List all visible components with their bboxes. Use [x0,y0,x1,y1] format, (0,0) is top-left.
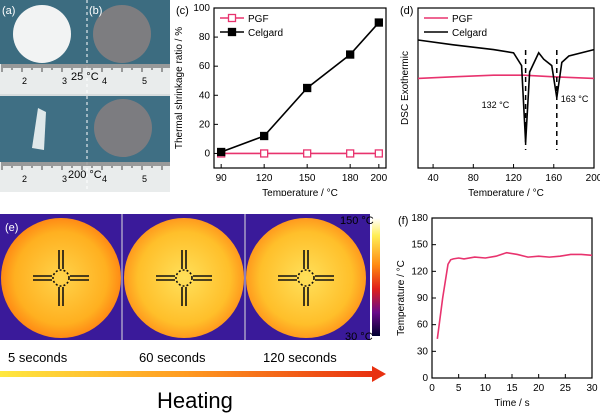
thermal-panel-e: (e) 150 °C 30 °C [0,214,380,343]
x-tick-label: 160 [545,173,562,184]
ruler-number: 5 [142,76,147,86]
x-tick-label: 200 [370,173,387,184]
celgard-disk-bottom [94,99,152,157]
y-tick-label: 30 [417,346,429,357]
peak-label-163: 163 °C [561,94,589,104]
y-tick-label: 180 [411,213,428,224]
y-tick-label: 150 [411,240,428,251]
x-tick-label: 0 [429,383,435,394]
heating-label: Heating [157,388,233,413]
legend-label: Celgard [248,28,283,39]
x-tick-label: 120 [505,173,522,184]
series-line [417,74,595,80]
x-tick-label: 10 [480,383,492,394]
y-tick-label: 0 [204,148,210,159]
x-tick-label: 150 [299,173,316,184]
scale-max-label: 150 °C [340,215,374,227]
legend-marker [227,13,237,23]
y-axis-label: Temperature / °C [396,260,407,336]
x-tick-label: 25 [560,383,572,394]
data-point [374,149,383,158]
chart-f: 0 5 10 15 20 25 30 0 30 60 90 120 150 180 Time / s Temp… [396,213,598,409]
data-point [260,131,269,141]
data-point [260,149,269,158]
x-tick-label: 40 [428,173,440,184]
ruler-number: 3 [62,76,67,86]
legend-label: PGF [452,14,473,25]
legend-label: PGF [248,14,269,25]
peak-label-132: 132 °C [482,100,510,110]
data-point [374,18,383,27]
chart-d: 40 80 120 160 200 Temperature / °C DSC Exother… [400,5,600,196]
x-tick-label: 120 [256,173,273,184]
x-axis-label: Time / s [494,398,529,409]
plot-frame [431,217,593,379]
time-label-120s: 120 seconds [263,350,337,365]
panel-d-label: (d) [400,5,413,17]
panel-e-label: (e) [5,222,18,234]
legend-marker [227,27,237,37]
y-tick-label: 120 [411,266,428,277]
ruler-number: 2 [22,174,27,184]
time-label-60s: 60 seconds [139,350,206,365]
series-line [436,251,593,339]
heating-arrow [0,366,386,382]
thermocouple-mark [33,250,89,306]
x-axis-label: Temperature / °C [262,188,338,196]
x-tick-label: 180 [342,173,359,184]
plot-frame [213,7,387,169]
plot-frame [417,7,595,169]
data-point [346,149,355,158]
photo-panel-ab: (a) (b) 25 °C 200 °C 23456 23456 [0,0,170,192]
temp-label-top: 25 °C [71,71,99,83]
data-point [303,149,312,158]
x-tick-label: 15 [506,383,518,394]
series-line [220,22,380,153]
celgard-disk-top [93,5,151,63]
y-axis-label: DSC Exothermic [400,51,411,125]
x-tick-label: 90 [216,173,228,184]
legend-label: Celgard [452,28,487,39]
thermocouple-mark [156,250,212,306]
scale-min-label: 30 °C [345,331,373,343]
y-tick-label: 40 [199,90,211,101]
y-axis-label: Thermal shrinkage ratio / % [174,27,185,149]
ruler-number: 4 [102,174,107,184]
y-tick-label: 90 [417,293,429,304]
data-point [346,50,355,59]
pgf-disk-top [13,5,71,63]
series-line [417,39,595,143]
y-tick-label: 80 [199,32,211,43]
ruler-number: 5 [142,174,147,184]
y-tick-label: 60 [417,320,429,331]
x-tick-label: 80 [468,173,480,184]
chart-c: 90 120 150 180 200 0 20 40 60 80 100 Temperature / … [174,3,388,196]
x-tick-label: 200 [586,173,600,184]
panel-a-label: (a) [2,5,15,17]
time-label-5s: 5 seconds [8,350,68,365]
panel-c-label: (c) [176,5,189,17]
color-scale-bar [372,218,380,336]
panel-b-label: (b) [89,5,102,17]
y-tick-label: 0 [422,373,428,384]
pgf-shrunk-piece [32,108,46,150]
x-tick-label: 30 [586,383,598,394]
ruler-number: 4 [102,76,107,86]
thermocouple-mark [278,250,334,306]
data-point [303,83,312,93]
ruler-number: 3 [62,174,67,184]
data-point [217,147,226,157]
y-tick-label: 100 [193,3,210,14]
y-tick-label: 20 [199,119,211,130]
x-axis-label: Temperature / °C [468,188,544,196]
x-tick-label: 20 [533,383,545,394]
panel-f-label: (f) [398,215,408,227]
x-tick-label: 5 [456,383,462,394]
ruler-number: 2 [22,76,27,86]
temp-label-bottom: 200 °C [68,169,102,181]
y-tick-label: 60 [199,61,211,72]
